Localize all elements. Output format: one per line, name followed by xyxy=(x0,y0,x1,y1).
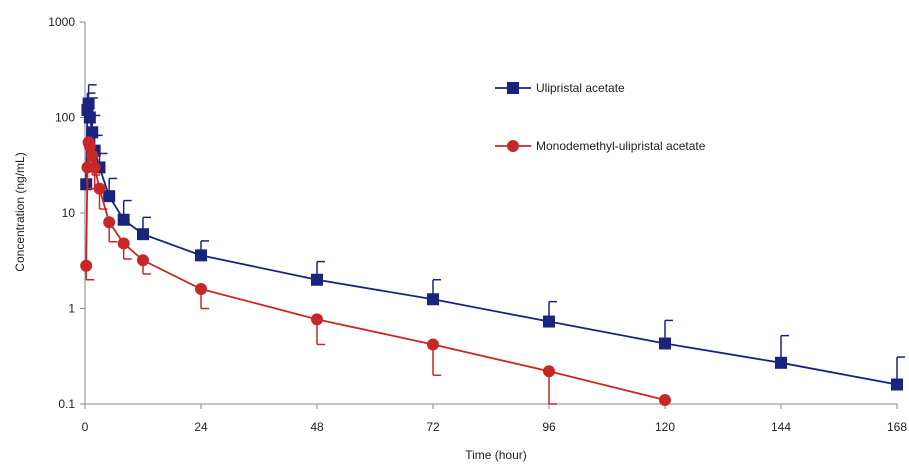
y-axis-title: Concentration (ng/mL) xyxy=(13,152,27,271)
data-point-square xyxy=(86,126,99,139)
x-tick-label: 144 xyxy=(771,420,791,434)
y-tick-label: 0.1 xyxy=(58,397,75,411)
axes: 0 24 48 72 96 120 144 168 0.1 1 10 100 1000 xyxy=(48,15,907,434)
data-point-square xyxy=(80,178,93,191)
data-point-circle xyxy=(311,313,323,326)
data-point-square xyxy=(659,337,671,350)
data-point-square xyxy=(195,249,207,262)
legend-label: Monodemethyl-ulipristal acetate xyxy=(536,139,706,153)
data-point-circle xyxy=(117,237,130,250)
x-tick-label: 72 xyxy=(426,420,440,434)
x-tick-label: 168 xyxy=(887,420,907,434)
series-line xyxy=(85,142,666,401)
legend: Ulipristal acetate Monodemethyl-uliprista… xyxy=(495,81,706,153)
data-point-circle xyxy=(427,338,439,351)
y-tick-label: 1 xyxy=(68,302,75,316)
x-tick-label: 48 xyxy=(310,420,324,434)
data-point-circle xyxy=(659,394,671,407)
data-point-square xyxy=(137,228,149,241)
x-tick-label: 0 xyxy=(82,420,89,434)
data-point-square xyxy=(427,293,439,306)
legend-marker-square xyxy=(507,82,519,94)
data-point-circle xyxy=(137,254,149,267)
data-point-circle xyxy=(88,161,101,174)
series-ulipristal xyxy=(80,84,905,391)
legend-label: Ulipristal acetate xyxy=(536,81,625,95)
data-point-square xyxy=(891,378,903,391)
data-point-square xyxy=(775,356,787,369)
y-tick-label: 10 xyxy=(62,206,76,220)
x-tick-label: 120 xyxy=(655,420,675,434)
data-point-square xyxy=(311,273,323,286)
data-point-circle xyxy=(86,149,99,162)
data-point-square xyxy=(117,213,130,226)
data-point-square xyxy=(103,190,116,203)
legend-item: Ulipristal acetate xyxy=(495,81,625,95)
data-point-square xyxy=(543,315,555,328)
series-layer xyxy=(80,84,905,407)
x-tick-label: 96 xyxy=(542,420,556,434)
data-point-circle xyxy=(83,140,96,153)
y-tick-label: 1000 xyxy=(48,15,75,29)
data-point-circle xyxy=(103,216,116,229)
series-line xyxy=(85,103,898,386)
series-monodemethyl xyxy=(80,136,671,407)
y-tick-label: 100 xyxy=(55,111,75,125)
data-point-circle xyxy=(93,182,106,195)
data-point-circle xyxy=(195,283,207,296)
x-tick-label: 24 xyxy=(194,420,208,434)
data-point-square xyxy=(82,97,95,110)
data-point-square xyxy=(83,111,96,124)
data-point-circle xyxy=(543,365,555,378)
legend-item: Monodemethyl-ulipristal acetate xyxy=(495,139,706,153)
x-axis-title: Time (hour) xyxy=(465,448,527,462)
data-point-circle xyxy=(80,259,93,272)
legend-marker-circle xyxy=(507,140,519,152)
